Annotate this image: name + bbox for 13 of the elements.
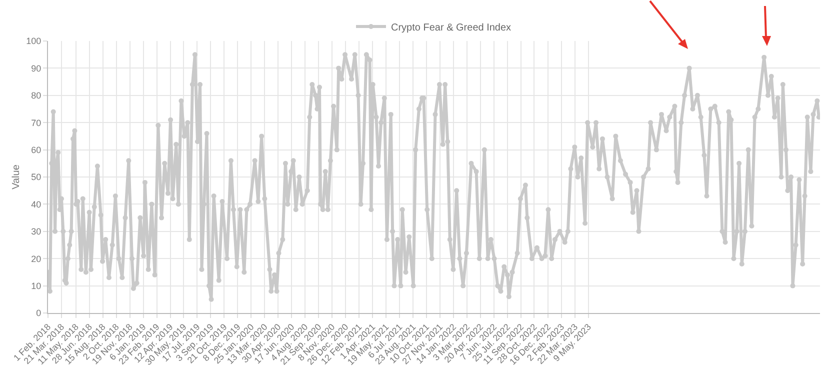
y-tick-label: 100 xyxy=(26,36,42,46)
y-tick-label: 50 xyxy=(31,172,42,182)
y-tick-label: 0 xyxy=(36,308,42,318)
y-tick-label: 70 xyxy=(31,118,42,128)
y-tick-label: 40 xyxy=(31,199,42,210)
legend-label: Crypto Fear & Greed Index xyxy=(391,22,512,34)
y-tick-label: 30 xyxy=(31,226,42,237)
y-tick-label: 80 xyxy=(31,90,42,101)
y-tick-label: 20 xyxy=(31,254,42,264)
y-tick-label: 90 xyxy=(31,63,42,74)
y-tick-label: 60 xyxy=(31,144,42,155)
y-tick-label: 10 xyxy=(31,280,42,291)
y-axis-title: Value xyxy=(11,164,22,190)
